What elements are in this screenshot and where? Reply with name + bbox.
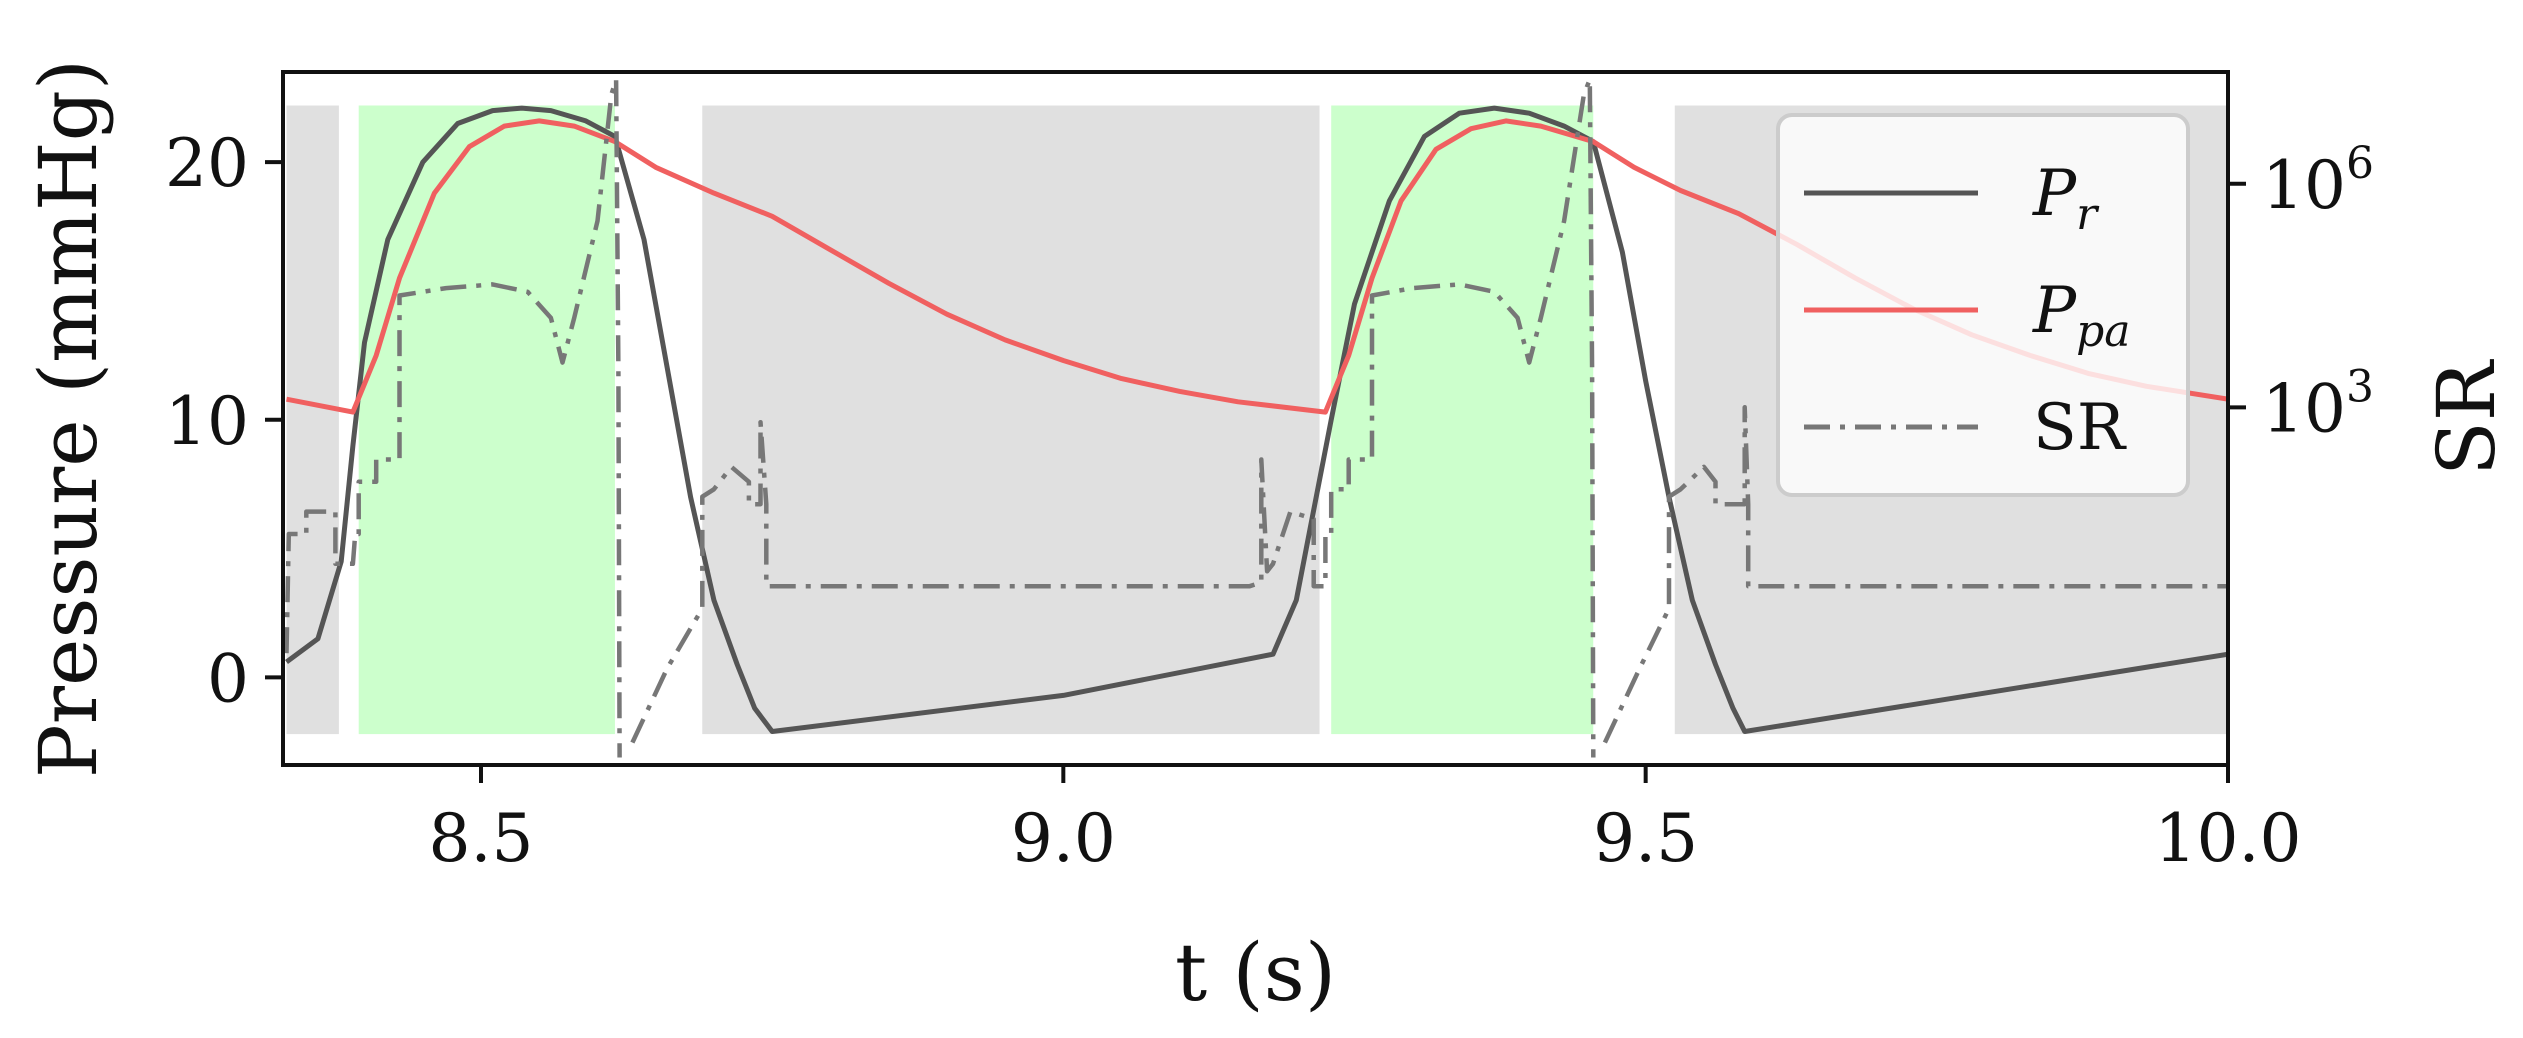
y2-tick-label: 103 bbox=[2262, 361, 2374, 447]
legend-box bbox=[1776, 113, 2190, 497]
x-tick-label: 10.0 bbox=[2155, 800, 2302, 877]
x-axis-title: t (s) bbox=[1175, 926, 1336, 1019]
legend-label: Pr bbox=[2032, 157, 2100, 240]
legend-label: SR bbox=[2033, 391, 2127, 465]
series-line-sr bbox=[284, 77, 2228, 758]
y-axis-ticks: 0 10 20 bbox=[165, 125, 283, 717]
y2-tick-label: 106 bbox=[2262, 138, 2374, 224]
grey-phase-1 bbox=[702, 105, 1320, 735]
legend: Pr Ppa SR bbox=[1776, 113, 2190, 497]
y-axis-title: Pressure (mmHg) bbox=[22, 59, 115, 778]
y-tick-label: 10 bbox=[165, 383, 249, 460]
x-axis-ticks: 8.5 9.0 9.5 10.0 bbox=[429, 765, 2302, 877]
x-tick-label: 8.5 bbox=[429, 800, 534, 877]
legend-label: Ppa bbox=[2032, 274, 2130, 357]
y-tick-label: 20 bbox=[165, 125, 249, 202]
y-tick-label: 0 bbox=[207, 640, 249, 717]
x-tick-label: 9.0 bbox=[1011, 800, 1116, 877]
y2-axis-ticks: 103 106 bbox=[2228, 138, 2374, 447]
green-phase-0 bbox=[358, 105, 615, 735]
series-line-p-r bbox=[285, 105, 2228, 734]
green-phase-1 bbox=[1331, 105, 1594, 735]
x-tick-label: 9.5 bbox=[1593, 800, 1698, 877]
phase-shading bbox=[286, 105, 2228, 735]
grey-phase-0 bbox=[286, 105, 339, 735]
y2-axis-title: SR bbox=[2420, 358, 2513, 476]
